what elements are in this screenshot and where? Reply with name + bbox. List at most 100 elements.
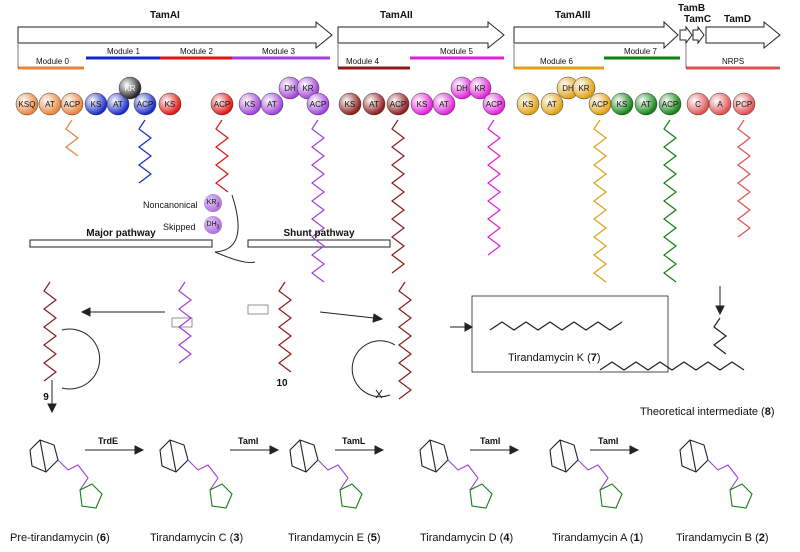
caption-tir-c: Tirandamycin C (3) (150, 532, 244, 544)
domain-label-20: KR (474, 84, 485, 93)
enzyme-tamI-1: TamI (238, 436, 259, 446)
domain-label-26: ACP (592, 100, 608, 109)
gene-label-tamAIII: TamAIII (555, 10, 591, 21)
bicyclic-core-4 (549, 439, 579, 473)
module-label-1: Module 1 (107, 47, 140, 56)
gene-arrow-tamAII (337, 20, 505, 50)
caption-tir-e: Tirandamycin E (5) (288, 532, 381, 544)
domain-at-10 (260, 92, 284, 116)
chain-5 (487, 119, 501, 256)
domain-at-4 (106, 92, 130, 116)
domain-label-4: AT (113, 100, 123, 109)
highlight-box-10 (247, 304, 269, 315)
domain-label-25: KR (578, 84, 589, 93)
diene-linker-4 (577, 459, 609, 491)
domain-acp-29 (658, 92, 682, 116)
module-label-7: Module 7 (624, 47, 657, 56)
domain-label-31: A (717, 100, 723, 109)
arrow-to-shunt (319, 311, 375, 319)
caption-tir-b: Tirandamycin B (2) (676, 532, 769, 544)
domain-label-21: ACP (486, 100, 502, 109)
tetramic-acid-5 (729, 483, 753, 509)
domain-label-23: AT (547, 100, 557, 109)
domain-kr-20 (468, 76, 492, 100)
domain-at-23 (540, 92, 564, 116)
diene-linker-1 (187, 459, 219, 491)
domain-label-7: KR (124, 84, 135, 93)
gene-arrow-tamAIII (513, 20, 679, 50)
module-brackets (17, 44, 687, 68)
domain-ks-27 (610, 92, 634, 116)
domain-label-28: AT (641, 100, 651, 109)
domain-label-29: ACP (662, 100, 678, 109)
tetramic-acid-0 (79, 483, 103, 509)
domain-label-6: KS (165, 100, 176, 109)
chain-9 (43, 281, 57, 382)
gene-label-tamB: TamB (678, 3, 706, 14)
chain-0 (65, 119, 79, 157)
bicyclic-core-2 (289, 439, 319, 473)
domain-ks-14 (338, 92, 362, 116)
enzyme-tamI-2: TamI (480, 436, 501, 446)
module-label-6: Module 6 (540, 57, 573, 66)
domain-label-16: ACP (390, 100, 406, 109)
domain-label-12: KR (302, 84, 313, 93)
diene-linker-0 (57, 459, 89, 491)
domain-label-18: AT (439, 100, 449, 109)
domain-label-22: KS (523, 100, 534, 109)
caption-pre-tirandamycin: Pre-tirandamycin (6) (10, 532, 110, 544)
domain-pcp-32 (732, 92, 756, 116)
gene-label-tamAI: TamAI (150, 10, 180, 21)
gene-arrow-tamC (692, 25, 705, 45)
domain-at-18 (432, 92, 456, 116)
gene-arrow-tamB (679, 25, 693, 45)
enzyme-tamL: TamL (342, 436, 366, 446)
domain-label-13: ACP (310, 100, 326, 109)
merge-arrow (214, 194, 239, 253)
domain-a-31 (708, 92, 732, 116)
domain-acp-8 (210, 92, 234, 116)
domain-label-11: DH (284, 84, 296, 93)
chain-10 (178, 281, 192, 364)
domain-at-15 (362, 92, 386, 116)
bicyclic-core-0 (29, 439, 59, 473)
tetramic-acid-4 (599, 483, 623, 509)
domain-label-5: ACP (137, 100, 153, 109)
dh3-badge: DH3 (204, 216, 222, 234)
domain-label-9: KS (245, 100, 256, 109)
polyketide-chains (43, 119, 751, 400)
domain-at-28 (634, 92, 658, 116)
domain-label-2: ACP (64, 100, 80, 109)
domain-kr-25 (572, 76, 596, 100)
caption-tirandamycin-k: Tirandamycin K (7) (508, 352, 601, 364)
highlight-box-acp3 (171, 317, 193, 328)
chain-4 (391, 119, 405, 274)
module-label-3: Module 3 (262, 47, 295, 56)
domain-label-27: KS (617, 100, 628, 109)
module-label-4: Module 4 (346, 57, 379, 66)
bicyclic-core-1 (159, 439, 189, 473)
gene-arrow-tamD (705, 20, 781, 50)
chain-12 (398, 281, 412, 400)
chain-7 (663, 119, 677, 283)
bicyclic-core-3 (419, 439, 449, 473)
pathway-brackets (29, 239, 391, 248)
bicyclic-cores (29, 439, 753, 509)
domain-label-1: AT (45, 100, 55, 109)
domain-label-24: DH (562, 84, 574, 93)
gene-label-tamC: TamC (684, 14, 712, 25)
diene-linker-5 (707, 459, 739, 491)
domain-acp-21 (482, 92, 506, 116)
domain-acp-16 (386, 92, 410, 116)
domain-ksq-0 (15, 92, 39, 116)
chain-8 (737, 119, 751, 238)
chain-13 (713, 317, 727, 355)
chain-tirandamycin-k (489, 321, 623, 331)
chain-1 (138, 119, 152, 184)
module-label-nrps: NRPS (722, 57, 745, 66)
module-label-5: Module 5 (440, 47, 473, 56)
domain-label-14: KS (345, 100, 356, 109)
chain-3 (311, 119, 325, 283)
domain-label-19: DH (456, 84, 468, 93)
